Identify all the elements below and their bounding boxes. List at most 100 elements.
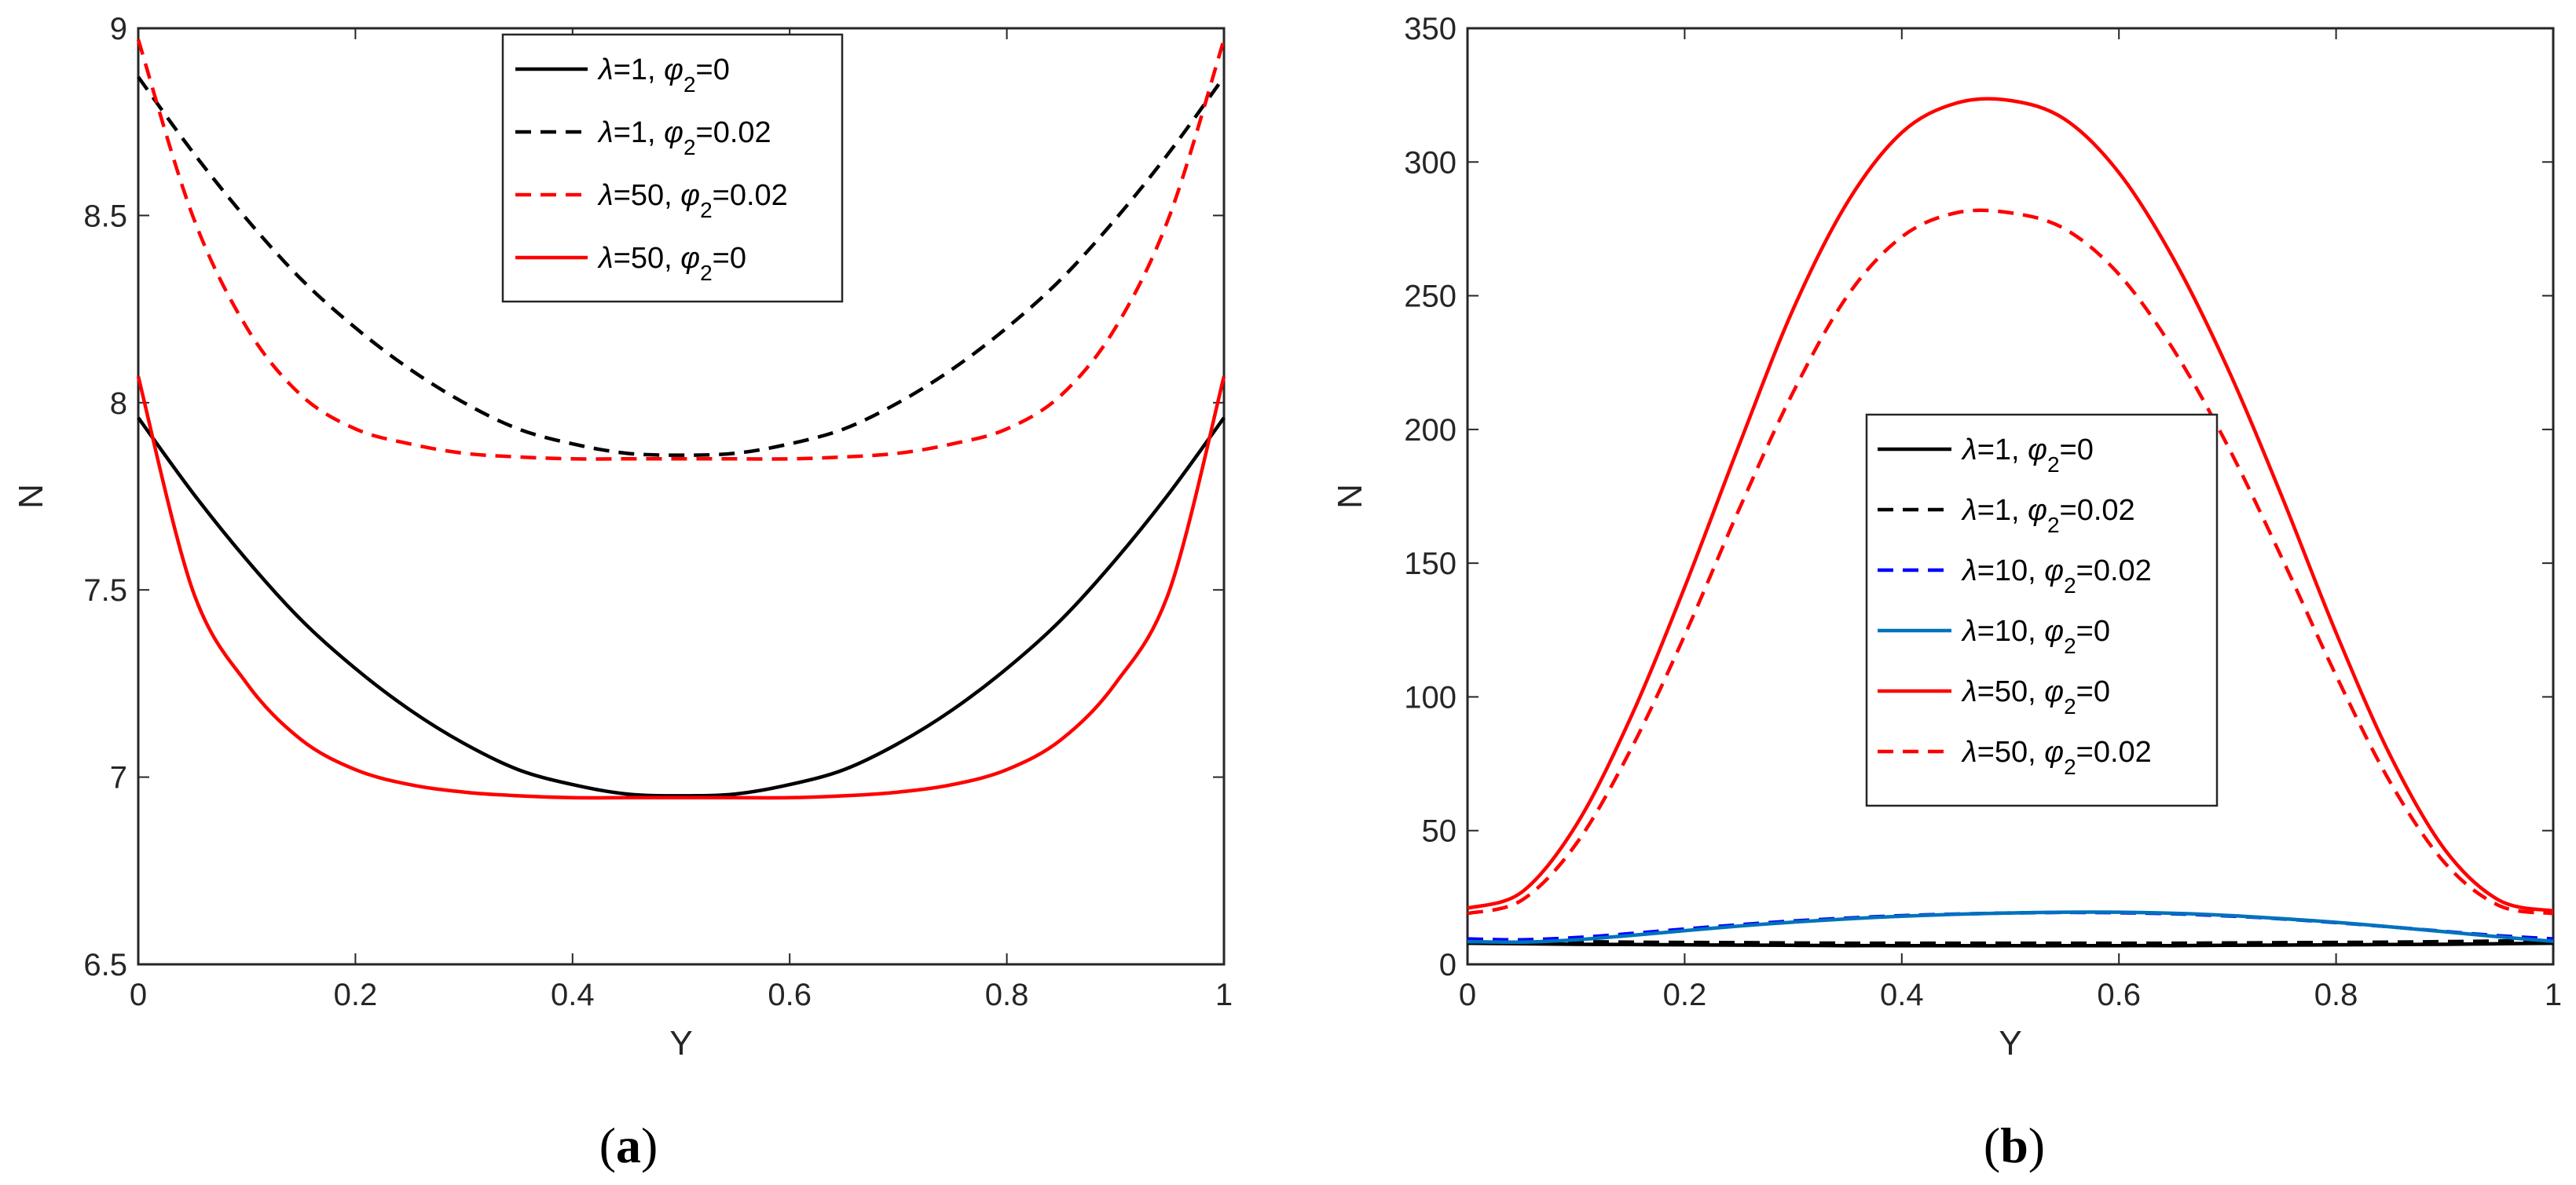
legend-label-suffix: =0.02 — [2076, 736, 2152, 769]
legend-label: λ=50, φ2=0 — [1961, 675, 2110, 719]
x-tick-label: 0 — [1459, 978, 1476, 1012]
x-tick-label: 0.2 — [1663, 978, 1707, 1012]
chart-panel-a: 0 0.2 0.4 0.6 0.8 16.577.588.59 Y N λ=1, φ2=0… — [12, 12, 1233, 1173]
legend-label-sub: 2 — [683, 135, 696, 159]
panel-caption-b: (b) — [1984, 1117, 2045, 1173]
legend-label-suffix: =0 — [2076, 675, 2110, 708]
series-line-3 — [136, 38, 1226, 461]
axis-ticks-b: 0 0.2 0.4 0.6 0.8 1 0 50 100 150 200 250 300 350 — [1404, 12, 2562, 1012]
legend-label-prefix: λ — [1961, 494, 1977, 527]
series-line-1 — [137, 416, 1226, 798]
caption-paren-open-a: ( — [599, 1117, 616, 1173]
x-tick-label: 0.2 — [334, 978, 378, 1012]
legend-label-sub: 2 — [2064, 755, 2076, 779]
series-line-2 — [1467, 938, 2554, 945]
legend-label: λ=1, φ2=0.02 — [1961, 494, 2135, 537]
legend-label-suffix: =0.02 — [2076, 554, 2152, 587]
legend-label-suffix: =0.02 — [713, 179, 788, 212]
legend-label-mid: =50, — [1977, 675, 2045, 708]
legend-label-sub: 2 — [2064, 634, 2076, 658]
legend-label-phi: φ — [2028, 433, 2047, 466]
caption-paren-open-b: ( — [1984, 1117, 2000, 1173]
legend-label-sub: 2 — [700, 261, 713, 285]
legend-label-phi: φ — [2028, 494, 2047, 527]
caption-paren-close-b: ) — [2028, 1117, 2045, 1173]
series-line-4 — [136, 375, 1226, 800]
x-tick-label: 0.8 — [2314, 978, 2358, 1012]
caption-paren-close-a: ) — [641, 1117, 658, 1173]
legend-label-prefix: λ — [1961, 675, 1977, 708]
legend-label-sub: 2 — [2064, 694, 2076, 719]
legend-label-phi: φ — [2044, 736, 2064, 769]
legend-label-prefix: λ — [1961, 554, 1977, 587]
legend-label: λ=50, φ2=0.02 — [1961, 736, 2152, 779]
legend-label-mid: =50, — [614, 242, 681, 275]
legend-label-mid: =1, — [1977, 433, 2028, 466]
legend-label: λ=10, φ2=0.02 — [1961, 554, 2152, 598]
legend-label-suffix: =0.02 — [696, 116, 771, 149]
legend-label-prefix: λ — [597, 116, 614, 149]
legend-a: λ=1, φ2=0λ=1, φ2=0.02λ=50, φ2=0.02λ=50, … — [501, 33, 844, 303]
legend-label-phi: φ — [680, 179, 700, 212]
y-tick-label: 7 — [110, 761, 127, 795]
legend-label-suffix: =0 — [2076, 615, 2110, 648]
legend-label: λ=50, φ2=0 — [597, 242, 746, 285]
legend-label-sub: 2 — [2047, 513, 2060, 537]
y-tick-label: 100 — [1404, 680, 1457, 715]
series-group-a — [136, 38, 1226, 800]
legend-label-prefix: λ — [1961, 433, 1977, 466]
legend-label-mid: =50, — [614, 179, 681, 212]
series-line-6 — [1467, 208, 2554, 916]
series-line-4 — [1467, 910, 2554, 945]
legend-label-phi: φ — [664, 53, 683, 86]
legend-label: λ=10, φ2=0 — [1961, 615, 2110, 658]
legend-label-phi: φ — [2044, 554, 2064, 587]
caption-letter-a: a — [616, 1117, 641, 1173]
legend-label-phi: φ — [664, 116, 683, 149]
legend-label-phi: φ — [680, 242, 700, 275]
x-tick-label: 0.4 — [1880, 978, 1924, 1012]
x-axis-label-a: Y — [669, 1024, 692, 1062]
y-tick-label: 6.5 — [83, 948, 127, 982]
y-tick-label: 9 — [110, 12, 127, 46]
legend-label-mid: =1, — [614, 53, 664, 86]
panel-caption-a: (a) — [599, 1117, 658, 1173]
x-tick-label: 0.6 — [2097, 978, 2141, 1012]
x-tick-label: 0.8 — [985, 978, 1029, 1012]
series-line-1 — [1467, 941, 2554, 948]
legend-b: λ=1, φ2=0λ=1, φ2=0.02λ=10, φ2=0.02λ=10, … — [1865, 413, 2219, 807]
y-tick-label: 350 — [1404, 12, 1457, 46]
legend-label-mid: =10, — [1977, 615, 2045, 648]
y-axis-label-a: N — [12, 484, 50, 509]
series-group-b — [1467, 97, 2554, 948]
legend-label-suffix: =0 — [713, 242, 746, 275]
legend-label-prefix: λ — [1961, 736, 1977, 769]
y-tick-label: 300 — [1404, 145, 1457, 180]
x-tick-label: 1 — [1215, 978, 1233, 1012]
legend-label-sub: 2 — [2047, 452, 2060, 477]
legend-label-sub: 2 — [2064, 573, 2076, 598]
x-tick-label: 0 — [130, 978, 147, 1012]
legend-label-prefix: λ — [1961, 615, 1977, 648]
legend-label-mid: =1, — [614, 116, 664, 149]
legend-label-suffix: =0.02 — [2060, 494, 2135, 527]
x-axis-label-b: Y — [1999, 1024, 2021, 1062]
y-tick-label: 7.5 — [83, 573, 127, 608]
y-tick-label: 250 — [1404, 280, 1457, 314]
caption-letter-b: b — [2000, 1117, 2028, 1173]
legend-label-prefix: λ — [597, 53, 614, 86]
y-tick-label: 150 — [1404, 547, 1457, 581]
legend-label-mid: =50, — [1977, 736, 2045, 769]
axis-ticks-a: 0 0.2 0.4 0.6 0.8 1 6.5 7 7.5 8 8.5 9 — [83, 12, 1233, 1012]
legend-label-mid: =1, — [1977, 494, 2028, 527]
legend-label: λ=1, φ2=0.02 — [597, 116, 771, 159]
y-tick-label: 8 — [110, 386, 127, 421]
legend-label-sub: 2 — [700, 198, 713, 222]
y-tick-label: 8.5 — [83, 199, 127, 233]
legend-label-mid: =10, — [1977, 554, 2045, 587]
legend-box-b — [1865, 413, 2219, 807]
y-tick-label: 200 — [1404, 413, 1457, 448]
y-tick-label: 0 — [1439, 948, 1457, 982]
x-tick-label: 0.4 — [551, 978, 595, 1012]
